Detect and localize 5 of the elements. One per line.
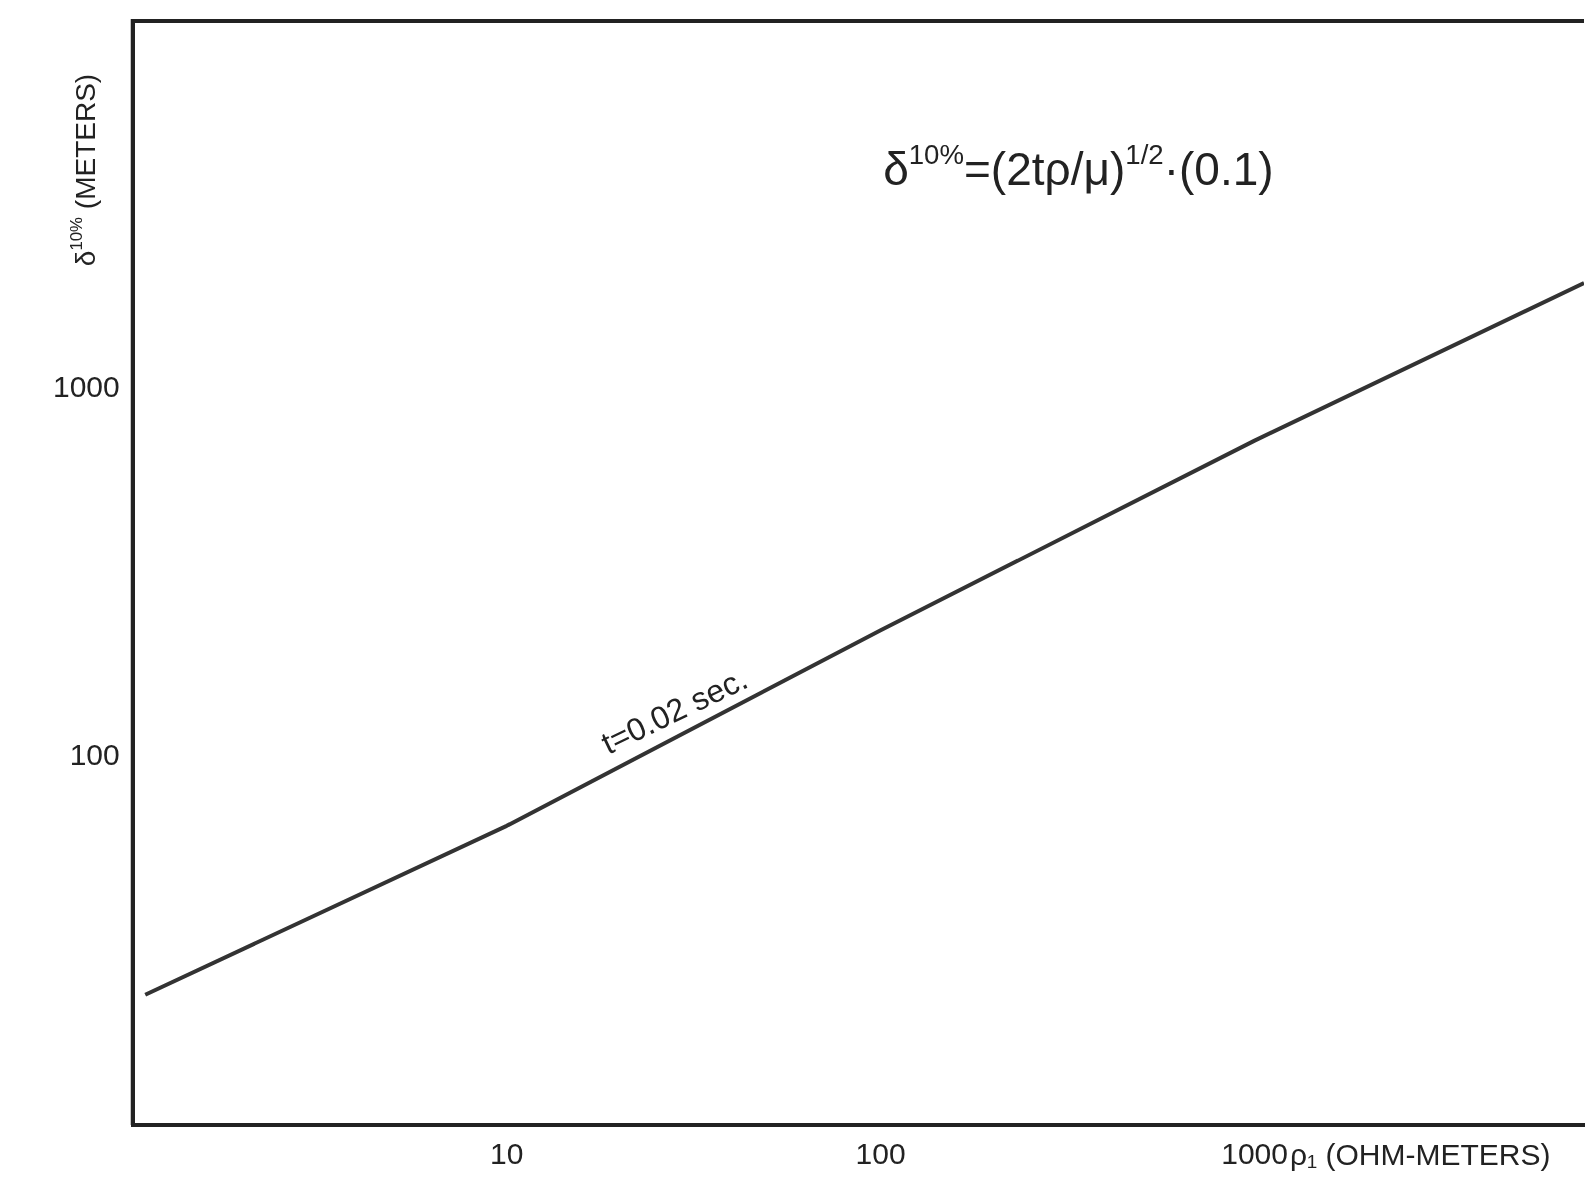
x-tick-label: 1000 [1221,1137,1288,1171]
x-tick-label: 10 [490,1137,524,1171]
x-tick-label: 100 [855,1137,906,1171]
x-axis-title: ρ₁ (OHM-METERS) [1290,1138,1551,1171]
y-axis-title: δ10% (METERS) [67,73,101,267]
